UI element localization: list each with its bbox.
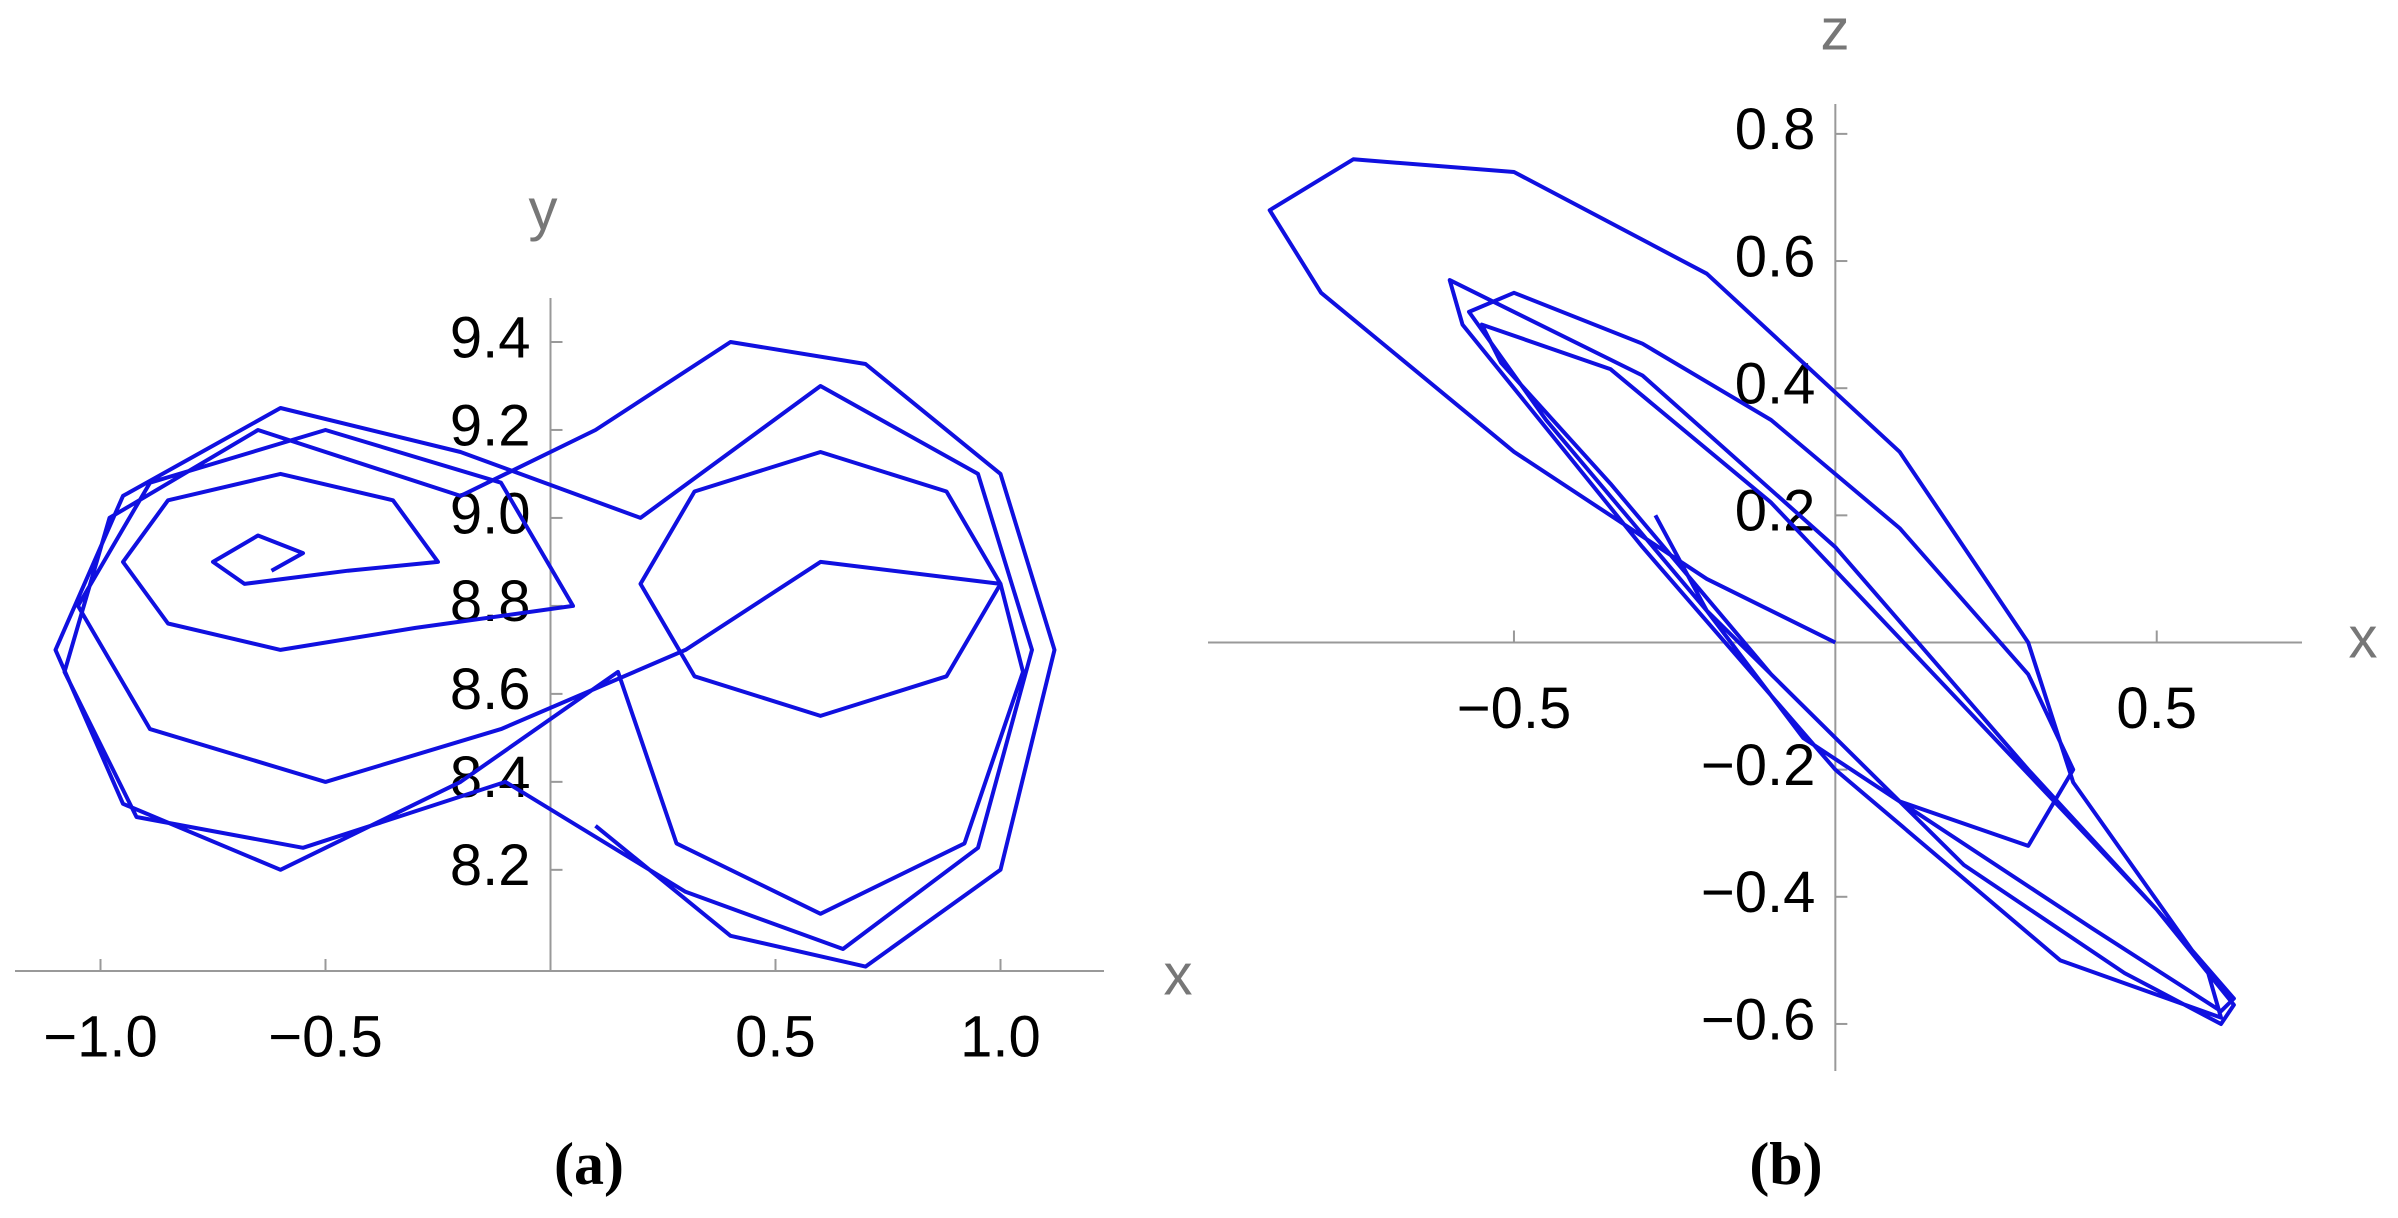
y-tick-label: 9.4: [450, 305, 531, 370]
x-tick-label: 0.5: [735, 1004, 816, 1069]
y-tick-label: 8.8: [450, 569, 531, 634]
y-tick-label: 8.2: [450, 833, 531, 898]
caption: (a): [554, 1131, 624, 1197]
y-axis-label: z: [1821, 0, 1850, 62]
x-tick-label: 0.5: [2116, 676, 2197, 741]
x-tick-label: 1.0: [960, 1004, 1041, 1069]
y-tick-label: 8.4: [450, 745, 531, 810]
x-tick-label: −0.5: [268, 1004, 383, 1069]
y-tick-label: 0.8: [1735, 97, 1816, 162]
y-tick-label: 0.6: [1735, 224, 1816, 289]
trajectory: [53, 340, 1057, 969]
trajectory: [1267, 157, 2236, 1026]
x-tick-label: −1.0: [43, 1004, 158, 1069]
y-axis-label: y: [529, 177, 558, 242]
caption: (b): [1749, 1131, 1822, 1197]
y-tick-label: 9.2: [450, 393, 531, 458]
y-tick-label: 8.6: [450, 657, 531, 722]
y-tick-label: −0.2: [1701, 733, 1816, 798]
x-tick-label: −0.5: [1457, 676, 1572, 741]
y-tick-label: −0.4: [1701, 860, 1816, 925]
x-axis-label: x: [2349, 605, 2378, 670]
x-axis-label: x: [1164, 942, 1193, 1007]
y-tick-label: −0.6: [1701, 987, 1816, 1052]
